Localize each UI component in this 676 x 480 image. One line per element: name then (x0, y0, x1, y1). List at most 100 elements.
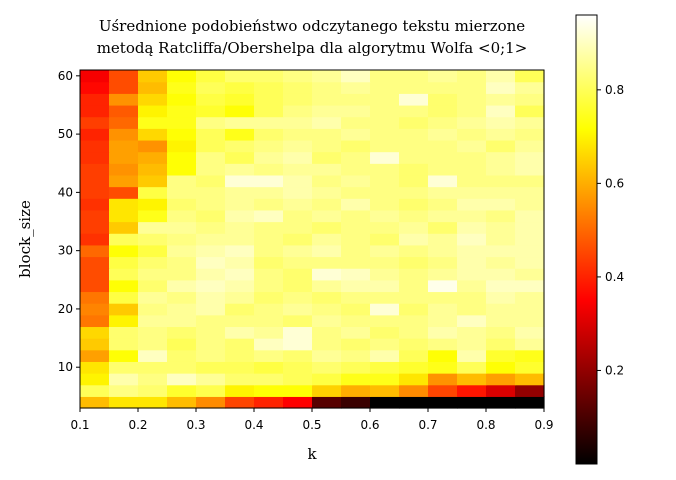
heatmap-cell (457, 198, 487, 211)
heatmap-cell (109, 151, 139, 164)
heatmap-cell (341, 70, 371, 83)
heatmap-cell (370, 139, 400, 153)
heatmap-cell (457, 104, 487, 118)
heatmap-cell (428, 163, 458, 176)
heatmap-cell (457, 70, 487, 83)
heatmap-cell (109, 198, 139, 211)
heatmap-cell (312, 268, 342, 281)
heatmap-cell (486, 279, 516, 293)
heatmap-cell (486, 244, 516, 258)
heatmap-cell (428, 186, 458, 199)
heatmap-cell (254, 174, 284, 188)
heatmap-cell (138, 338, 168, 351)
heatmap-cell (80, 104, 110, 118)
heatmap-cell (80, 396, 110, 409)
heatmap-cell (486, 104, 516, 118)
heatmap-cell (109, 256, 139, 269)
heatmap-cell (196, 186, 226, 199)
heatmap-cell (109, 338, 139, 351)
heatmap-cell (341, 373, 371, 386)
heatmap-cell (370, 151, 400, 164)
heatmap-cell (486, 396, 516, 409)
heatmap-cell (341, 314, 371, 328)
heatmap-cell (428, 209, 458, 223)
y-axis: 10 20 30 40 50 60 (58, 69, 80, 374)
heatmap-cell (196, 116, 226, 129)
heatmap-cell (341, 268, 371, 281)
y-axis-label: block_size (16, 200, 34, 278)
heatmap-cell (80, 361, 110, 374)
heatmap-cell (341, 303, 371, 316)
heatmap-cell (225, 221, 255, 234)
heatmap-cell (196, 268, 226, 281)
heatmap-cell (138, 198, 168, 211)
heatmap-cell (399, 209, 429, 223)
heatmap-cell (167, 314, 197, 328)
y-tick-label: 40 (58, 185, 73, 199)
heatmap-cell (515, 303, 545, 316)
x-tick-label: 0.7 (418, 418, 437, 432)
heatmap-cell (486, 116, 516, 129)
heatmap-cell (196, 349, 226, 362)
heatmap-cell (138, 244, 168, 258)
heatmap-cell (341, 291, 371, 304)
heatmap-cell (312, 221, 342, 234)
heatmap-cell (109, 174, 139, 188)
heatmap-cell (370, 314, 400, 328)
heatmap-cell (428, 128, 458, 141)
heatmap-cell (196, 198, 226, 211)
heatmap-cell (80, 314, 110, 328)
heatmap-cell (515, 396, 545, 409)
heatmap-cell (254, 349, 284, 362)
heatmap-cell (254, 221, 284, 234)
heatmap-cell (225, 128, 255, 141)
heatmap-cell (370, 326, 400, 339)
heatmap-cell (457, 361, 487, 374)
heatmap-cell (80, 268, 110, 281)
heatmap-cell (196, 396, 226, 409)
heatmap-cell (399, 116, 429, 129)
heatmap-cell (254, 186, 284, 199)
x-tick-label: 0.9 (534, 418, 553, 432)
heatmap-cell (370, 128, 400, 141)
heatmap-cell (196, 314, 226, 328)
heatmap-cell (80, 233, 110, 246)
heatmap-cell (370, 221, 400, 234)
heatmap-cell (167, 198, 197, 211)
heatmap-cell (428, 314, 458, 328)
heatmap-cell (80, 256, 110, 269)
heatmap-cell (283, 174, 313, 188)
heatmap-cell (399, 139, 429, 153)
heatmap-cell (109, 326, 139, 339)
heatmap-cell (486, 314, 516, 328)
heatmap-cell (167, 291, 197, 304)
heatmap-cell (486, 349, 516, 362)
heatmap-cell (457, 163, 487, 176)
heatmap-cell (109, 396, 139, 409)
heatmap-cell (254, 139, 284, 153)
heatmap-cell (457, 303, 487, 316)
heatmap-cell (225, 256, 255, 269)
heatmap-cell (167, 303, 197, 316)
heatmap-cell (312, 151, 342, 164)
heatmap-cell (283, 279, 313, 293)
heatmap-cell (167, 70, 197, 83)
heatmap-cell (138, 116, 168, 129)
heatmap-cell (341, 93, 371, 106)
heatmap-cell (399, 104, 429, 118)
heatmap-cell (399, 186, 429, 199)
colorbar-tick-label: 0.4 (605, 270, 624, 284)
heatmap-cell (225, 396, 255, 409)
heatmap-cell (399, 349, 429, 362)
heatmap-cell (486, 70, 516, 83)
heatmap-cell (196, 128, 226, 141)
heatmap-cell (167, 326, 197, 339)
heatmap-cell (167, 279, 197, 293)
heatmap-cell (399, 70, 429, 83)
heatmap-cell (80, 93, 110, 106)
heatmap-cell (515, 151, 545, 164)
x-tick-label: 0.5 (302, 418, 321, 432)
heatmap-cell (109, 139, 139, 153)
heatmap-cells (80, 70, 545, 409)
heatmap-cell (341, 139, 371, 153)
